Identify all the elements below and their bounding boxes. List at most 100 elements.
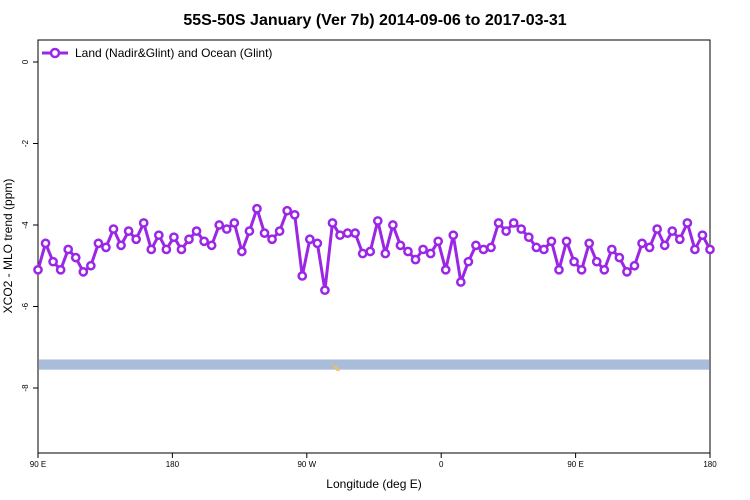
y-ticks: 0 -2 -4 -6 -8 bbox=[21, 59, 38, 392]
data-point bbox=[599, 264, 610, 275]
y-axis-label: XCO2 - MLO trend (ppm) bbox=[1, 179, 15, 314]
data-point bbox=[682, 218, 693, 228]
data-point bbox=[267, 234, 277, 245]
data-point bbox=[486, 242, 496, 253]
data-point bbox=[652, 224, 663, 234]
data-point bbox=[380, 248, 391, 259]
data-point bbox=[690, 244, 700, 255]
data-point bbox=[48, 256, 58, 267]
data-point bbox=[342, 228, 353, 238]
data-point bbox=[410, 254, 421, 265]
data-point bbox=[418, 244, 428, 255]
data-point bbox=[229, 218, 240, 228]
data-point bbox=[614, 252, 625, 263]
y-tick-label: -6 bbox=[21, 302, 30, 310]
x-tick-label: 0 bbox=[439, 460, 444, 469]
data-point bbox=[63, 244, 74, 255]
data-point bbox=[372, 216, 383, 226]
series-layer bbox=[33, 203, 715, 296]
data-point bbox=[237, 246, 247, 257]
data-point bbox=[478, 244, 489, 255]
data-point bbox=[637, 238, 647, 249]
data-point bbox=[199, 236, 209, 247]
data-point bbox=[108, 224, 119, 234]
data-point bbox=[539, 244, 549, 255]
data-point bbox=[644, 242, 655, 253]
data-point bbox=[184, 234, 194, 245]
data-point bbox=[335, 230, 345, 241]
data-point bbox=[365, 246, 376, 257]
data-point bbox=[546, 236, 557, 247]
data-point bbox=[674, 234, 685, 245]
data-point bbox=[448, 230, 459, 241]
x-tick-label: 90 E bbox=[30, 460, 46, 469]
data-point bbox=[320, 285, 330, 296]
data-point bbox=[705, 244, 715, 255]
data-point bbox=[576, 264, 587, 275]
data-point bbox=[214, 220, 225, 230]
data-point bbox=[33, 264, 43, 275]
legend-label: Land (Nadir&Glint) and Ocean (Glint) bbox=[75, 46, 272, 60]
data-point bbox=[667, 226, 678, 236]
data-point bbox=[101, 242, 111, 253]
data-point bbox=[327, 218, 338, 228]
data-point bbox=[622, 267, 632, 277]
data-point bbox=[123, 226, 134, 236]
y-tick-label: -2 bbox=[21, 139, 30, 147]
data-point bbox=[70, 252, 81, 263]
x-ticks: 90 E 180 90 W 0 90 E 180 bbox=[30, 453, 717, 469]
data-point bbox=[252, 203, 262, 214]
data-point bbox=[584, 238, 595, 249]
data-point bbox=[403, 246, 413, 257]
x-axis-label: Longitude (deg E) bbox=[326, 477, 421, 491]
data-point bbox=[146, 244, 157, 255]
data-point bbox=[176, 244, 187, 255]
legend-marker bbox=[49, 47, 61, 59]
data-point bbox=[463, 256, 474, 267]
data-point bbox=[493, 218, 504, 228]
data-point bbox=[221, 224, 232, 234]
data-point bbox=[508, 218, 519, 228]
data-point bbox=[244, 226, 255, 236]
data-point bbox=[433, 236, 444, 247]
data-point bbox=[357, 248, 368, 259]
data-point bbox=[86, 260, 96, 271]
data-point bbox=[697, 230, 708, 241]
x-tick-label: 180 bbox=[166, 460, 180, 469]
data-point bbox=[569, 256, 579, 267]
data-point bbox=[161, 244, 172, 255]
data-point bbox=[206, 240, 217, 251]
data-point bbox=[388, 220, 398, 230]
data-point bbox=[350, 228, 360, 238]
data-point bbox=[425, 248, 436, 259]
data-point bbox=[304, 234, 315, 245]
data-point bbox=[531, 242, 542, 253]
data-point bbox=[606, 244, 617, 255]
data-point bbox=[471, 240, 481, 251]
data-point bbox=[561, 236, 572, 247]
data-point bbox=[455, 277, 466, 287]
data-point bbox=[659, 240, 670, 251]
data-point bbox=[312, 238, 323, 249]
data-point bbox=[289, 209, 300, 220]
data-point bbox=[395, 240, 406, 251]
x-tick-label: 180 bbox=[703, 460, 717, 469]
data-point bbox=[78, 267, 89, 277]
data-point bbox=[259, 228, 270, 238]
data-point bbox=[554, 264, 564, 275]
y-tick-label: -4 bbox=[21, 221, 30, 229]
data-point bbox=[55, 264, 66, 275]
data-point bbox=[116, 240, 126, 251]
data-point bbox=[282, 205, 293, 216]
x-tick-label: 90 W bbox=[297, 460, 316, 469]
data-point bbox=[131, 234, 142, 245]
data-point bbox=[523, 232, 534, 243]
data-point bbox=[191, 226, 202, 236]
chart-title: 55S-50S January (Ver 7b) 2014-09-06 to 2… bbox=[183, 12, 566, 29]
y-tick-label: -8 bbox=[21, 384, 30, 392]
data-point bbox=[153, 230, 164, 241]
land-band-accent bbox=[331, 359, 340, 372]
y-tick-label: 0 bbox=[21, 59, 30, 64]
land-band bbox=[39, 359, 709, 370]
